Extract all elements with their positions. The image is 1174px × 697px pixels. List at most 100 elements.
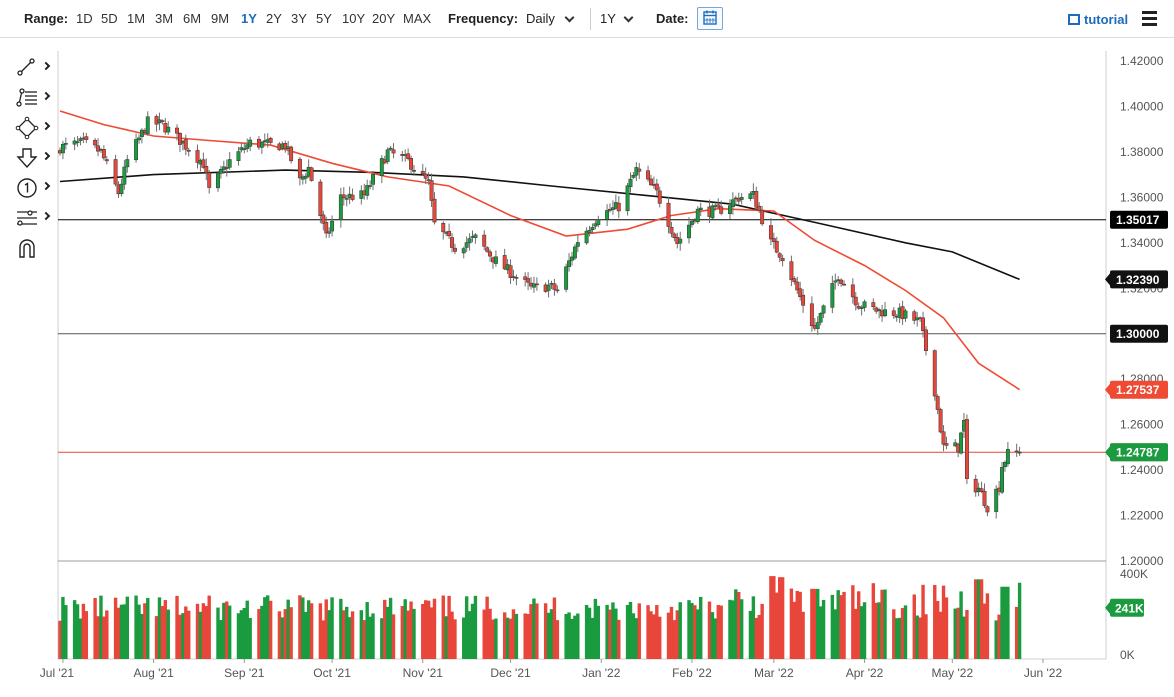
volume-bar xyxy=(921,584,925,659)
volume-bar xyxy=(658,616,662,659)
volume-bar xyxy=(895,618,899,659)
y-tick-label: 1.40000 xyxy=(1120,99,1164,113)
range-3y[interactable]: 3Y xyxy=(291,11,307,26)
fibonacci-icon[interactable] xyxy=(15,86,55,110)
candle-body xyxy=(616,202,621,212)
candle-body xyxy=(502,255,507,270)
volume-bar xyxy=(242,607,247,659)
frequency-select[interactable]: Daily xyxy=(526,11,555,26)
range-1m[interactable]: 1M xyxy=(127,11,146,26)
range-label: Range: xyxy=(24,11,69,26)
volume-bar xyxy=(839,595,843,659)
volume-bar xyxy=(777,577,782,659)
candle-body xyxy=(467,238,472,244)
volume-bar xyxy=(935,600,940,659)
chart-area[interactable]: 1.420001.400001.380001.360001.340001.320… xyxy=(0,38,1174,697)
candle-body xyxy=(654,183,659,191)
volume-bar xyxy=(318,603,323,659)
range-9m[interactable]: 9M xyxy=(211,11,230,26)
candle-body xyxy=(985,506,990,513)
candle-body xyxy=(473,234,478,238)
volume-bar xyxy=(412,608,416,659)
range-5d[interactable]: 5D xyxy=(101,11,118,26)
y-tick-label: 1.38000 xyxy=(1120,145,1164,159)
volume-bar xyxy=(309,603,314,659)
candle-body xyxy=(994,488,999,512)
range-1d[interactable]: 1D xyxy=(76,11,93,26)
volume-bar xyxy=(652,614,656,659)
tutorial-icon[interactable] xyxy=(1068,14,1080,25)
candle-body xyxy=(119,183,124,195)
volume-bar xyxy=(225,601,229,659)
range-6m[interactable]: 6M xyxy=(183,11,202,26)
period-chevron-down-icon[interactable] xyxy=(623,12,634,23)
volume-bar xyxy=(137,604,141,659)
range-1y[interactable]: 1Y xyxy=(241,11,257,26)
volume-bar xyxy=(488,608,492,659)
range-10y[interactable]: 10Y xyxy=(342,11,366,26)
volume-bar xyxy=(634,618,639,659)
frequency-chevron-down-icon[interactable] xyxy=(564,12,575,23)
trendline-icon[interactable] xyxy=(15,56,55,80)
volume-bar xyxy=(570,618,574,659)
candle-body xyxy=(321,214,326,224)
price-badge-label: 1.27537 xyxy=(1116,383,1160,397)
range-max[interactable]: MAX xyxy=(403,11,432,26)
candle-body xyxy=(748,193,753,199)
volume-badge-label: 241K xyxy=(1115,601,1144,615)
arrow-down-icon[interactable] xyxy=(15,146,55,170)
candle-body xyxy=(125,159,130,168)
range-5y[interactable]: 5Y xyxy=(316,11,332,26)
volume-bar xyxy=(78,618,83,659)
volume-bar xyxy=(757,614,761,659)
volume-bar xyxy=(523,613,527,659)
candle-body xyxy=(771,238,776,243)
candle-body xyxy=(341,194,346,199)
period-select[interactable]: 1Y xyxy=(600,11,616,26)
volume-bar xyxy=(204,605,208,659)
candle-body xyxy=(385,149,390,162)
candle-body xyxy=(944,443,949,446)
volume-bar xyxy=(737,591,741,659)
candle-body xyxy=(134,139,139,161)
candle-body xyxy=(839,279,844,284)
volume-bar xyxy=(552,597,557,659)
range-3m[interactable]: 3M xyxy=(155,11,174,26)
candle-body xyxy=(526,278,531,283)
x-tick-label: Sep '21 xyxy=(224,666,265,680)
candle-body xyxy=(309,167,314,181)
candle-body xyxy=(596,219,601,225)
range-2y[interactable]: 2Y xyxy=(266,11,282,26)
volume-bar xyxy=(266,595,270,659)
menu-icon[interactable] xyxy=(1142,11,1157,26)
tutorial-link[interactable]: tutorial xyxy=(1084,12,1129,27)
candle-body xyxy=(534,283,539,286)
volume-bar xyxy=(345,606,349,659)
candle-body xyxy=(283,143,288,149)
volume-bar xyxy=(146,597,150,659)
candle-body xyxy=(649,178,653,186)
volume-bar xyxy=(505,617,510,659)
candle-body xyxy=(420,170,425,174)
measure-icon[interactable] xyxy=(15,206,55,230)
volume-bar xyxy=(64,605,68,659)
candle-body xyxy=(195,150,200,163)
volume-bar xyxy=(450,611,454,659)
volume-bar xyxy=(690,602,694,659)
volume-bar xyxy=(248,617,252,659)
calendar-icon[interactable] xyxy=(697,7,723,30)
candle-body xyxy=(447,230,452,237)
range-20y[interactable]: 20Y xyxy=(372,11,396,26)
candle-body xyxy=(216,173,220,189)
volume-bar xyxy=(453,619,457,659)
magnet-icon[interactable] xyxy=(15,236,55,260)
candle-body xyxy=(177,133,182,145)
volume-bar xyxy=(976,579,981,659)
volume-bar xyxy=(760,603,764,659)
shape-icon[interactable] xyxy=(15,116,55,140)
annotation-number-icon[interactable] xyxy=(15,176,55,200)
level-price-badge xyxy=(1110,324,1168,343)
candle-body xyxy=(768,225,773,240)
volume-bar xyxy=(608,609,612,659)
candle-body xyxy=(689,220,694,225)
